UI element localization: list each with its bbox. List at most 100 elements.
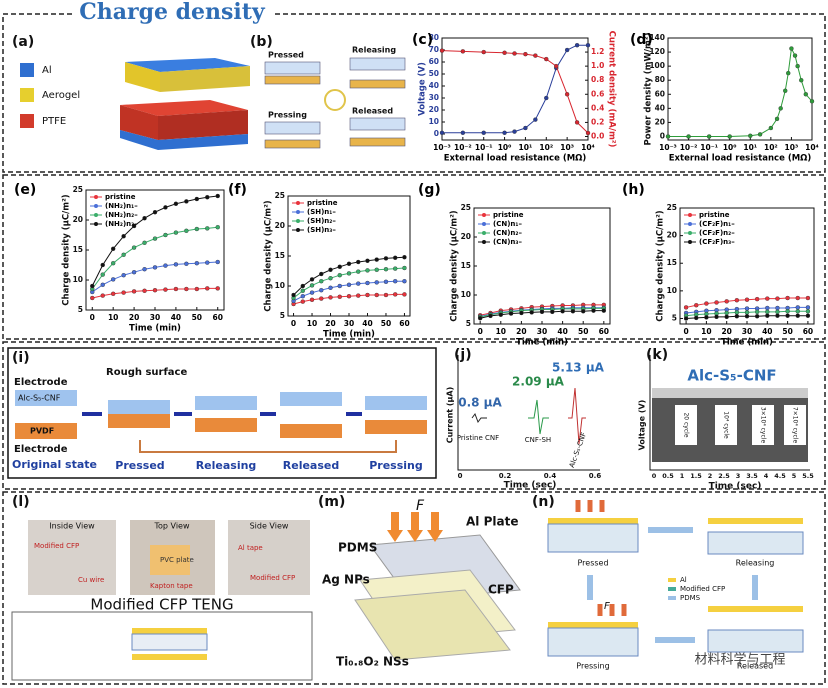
legend-label: (CF₂F)n₃– <box>699 238 735 246</box>
y-tick-label: 25 <box>275 191 285 200</box>
label: Pressed <box>115 459 164 472</box>
figure-title: Charge density <box>79 0 266 25</box>
data-point <box>785 309 790 314</box>
data-point <box>194 286 200 292</box>
data-point <box>110 277 116 282</box>
legend-marker <box>482 222 486 226</box>
data-point <box>205 194 210 200</box>
data-point <box>533 117 538 122</box>
label: 10⁴ cycle <box>723 411 730 439</box>
data-point <box>778 106 783 111</box>
label: Pressed <box>268 51 304 60</box>
data-point <box>163 232 168 238</box>
y2-tick-label: 1.0 <box>591 61 604 70</box>
data-point <box>724 314 729 320</box>
data-point <box>152 288 158 293</box>
legend-marker <box>688 231 692 235</box>
y-tick-label: 25 <box>667 203 677 212</box>
i-sketches <box>15 390 427 453</box>
tick-label: 0.2 <box>499 472 512 480</box>
data-point <box>356 269 361 274</box>
data-point <box>694 315 699 321</box>
x-tick-label: 10⁰ <box>723 143 737 152</box>
y2-tick-label: 0.6 <box>591 89 604 98</box>
data-point <box>765 305 770 311</box>
data-point <box>365 268 370 273</box>
label: Modified CFP <box>250 574 295 582</box>
x-tick-label: 20 <box>325 319 335 328</box>
y-tick-label: 10 <box>667 286 677 295</box>
data-point <box>121 290 126 295</box>
label: 0.8 μA <box>458 396 502 410</box>
label: F <box>604 601 610 612</box>
data-point <box>374 257 379 262</box>
legend-marker <box>482 213 486 217</box>
legend-label: (SH)n₁– <box>307 208 336 216</box>
tick-label: 2.5 <box>718 472 730 480</box>
data-point <box>519 310 524 316</box>
data-point <box>744 297 750 302</box>
data-point <box>805 313 811 318</box>
label: 2.09 μA <box>512 375 565 389</box>
data-point <box>346 261 352 266</box>
label: Voltage (V) <box>638 400 647 451</box>
label: 7×10⁴ cycle <box>792 407 799 444</box>
y2-tick-label: 0.0 <box>591 131 604 140</box>
legend-label: (CN)n₁– <box>493 220 522 228</box>
data-point <box>799 78 804 83</box>
data-point <box>194 196 200 202</box>
data-point <box>365 292 370 298</box>
l-photos <box>11 520 313 681</box>
data-point <box>215 286 220 291</box>
data-point <box>110 261 116 266</box>
data-point <box>544 56 549 62</box>
data-point <box>585 43 591 48</box>
panel-label: (l) <box>12 494 30 510</box>
y-tick-label: 20 <box>461 232 471 241</box>
x-tick-label: 20 <box>129 313 139 322</box>
legend-label: pristine <box>493 211 524 219</box>
data-point <box>795 63 800 69</box>
data-point <box>706 134 712 139</box>
tick-label: 1 <box>680 472 685 480</box>
data-point <box>765 309 770 315</box>
ptfe <box>158 110 248 140</box>
data-point <box>785 313 790 318</box>
swatch <box>20 63 34 77</box>
y-tick-label: 10 <box>275 281 285 290</box>
data-point <box>205 260 210 265</box>
data-point <box>523 125 528 131</box>
data-point <box>131 270 137 275</box>
x-tick-label: 50 <box>578 327 588 336</box>
x-tick-label: 10 <box>108 313 118 322</box>
label: PTFE <box>42 116 66 127</box>
data-point <box>488 313 493 319</box>
data-point <box>502 130 507 136</box>
label: Al tape <box>238 544 263 552</box>
x-tick-label: 10⁻³ <box>659 143 677 152</box>
label: Side View <box>250 522 289 531</box>
y-tick-label: 15 <box>461 261 471 270</box>
x-tick-label: 10 <box>307 319 317 328</box>
legend-marker <box>296 228 300 232</box>
data-point <box>184 228 189 234</box>
data-point <box>789 46 794 51</box>
n-devices <box>547 500 804 657</box>
data-point <box>121 273 126 278</box>
data-point <box>754 296 760 302</box>
x-axis-label: External load resistance (MΩ) <box>669 154 812 164</box>
plot-frame <box>441 37 589 141</box>
x-axis-label: External load resistance (MΩ) <box>444 154 587 164</box>
data-point <box>205 226 210 231</box>
x-tick-label: 20 <box>516 327 526 336</box>
x-tick-label: 10³ <box>785 143 799 152</box>
data-point <box>805 309 811 314</box>
label: 5.13 μA <box>552 361 605 375</box>
data-point <box>100 293 105 298</box>
label: Cu wire <box>78 576 104 584</box>
data-point <box>744 310 750 315</box>
data-point <box>775 309 780 315</box>
label: PVC plate <box>160 556 194 564</box>
tick-label: 3.5 <box>746 472 758 480</box>
data-point <box>460 49 466 54</box>
